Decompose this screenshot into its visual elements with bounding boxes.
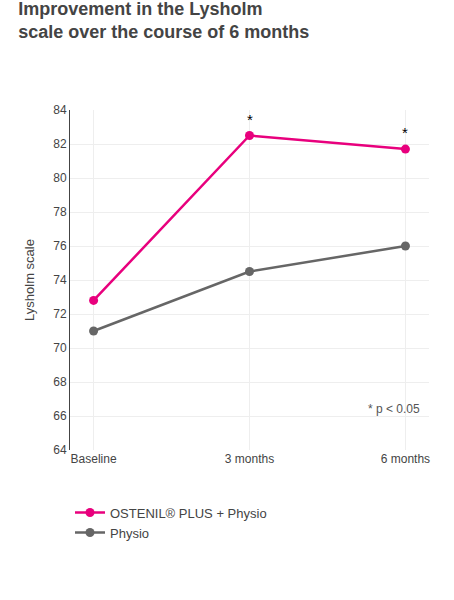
svg-text:78: 78 — [53, 205, 67, 219]
svg-text:* p < 0.05: * p < 0.05 — [368, 402, 420, 416]
svg-text:72: 72 — [53, 307, 67, 321]
svg-text:6 months: 6 months — [381, 452, 430, 466]
svg-text:66: 66 — [53, 409, 67, 423]
svg-text:74: 74 — [53, 273, 67, 287]
svg-text:*: * — [402, 124, 408, 141]
svg-text:82: 82 — [53, 137, 67, 151]
svg-text:Baseline: Baseline — [71, 452, 117, 466]
svg-text:84: 84 — [53, 103, 67, 117]
svg-text:68: 68 — [53, 375, 67, 389]
svg-text:80: 80 — [53, 171, 67, 185]
svg-text:*: * — [247, 111, 253, 128]
svg-text:3 months: 3 months — [225, 452, 274, 466]
svg-text:76: 76 — [53, 239, 67, 253]
svg-text:Physio: Physio — [110, 526, 149, 541]
svg-text:OSTENIL® PLUS + Physio: OSTENIL® PLUS + Physio — [110, 506, 267, 521]
svg-text:70: 70 — [53, 341, 67, 355]
svg-text:Improvement in the Lysholmscal: Improvement in the Lysholmscale over the… — [18, 0, 309, 42]
svg-text:Lysholm scale: Lysholm scale — [22, 239, 37, 321]
svg-text:64: 64 — [53, 443, 67, 457]
